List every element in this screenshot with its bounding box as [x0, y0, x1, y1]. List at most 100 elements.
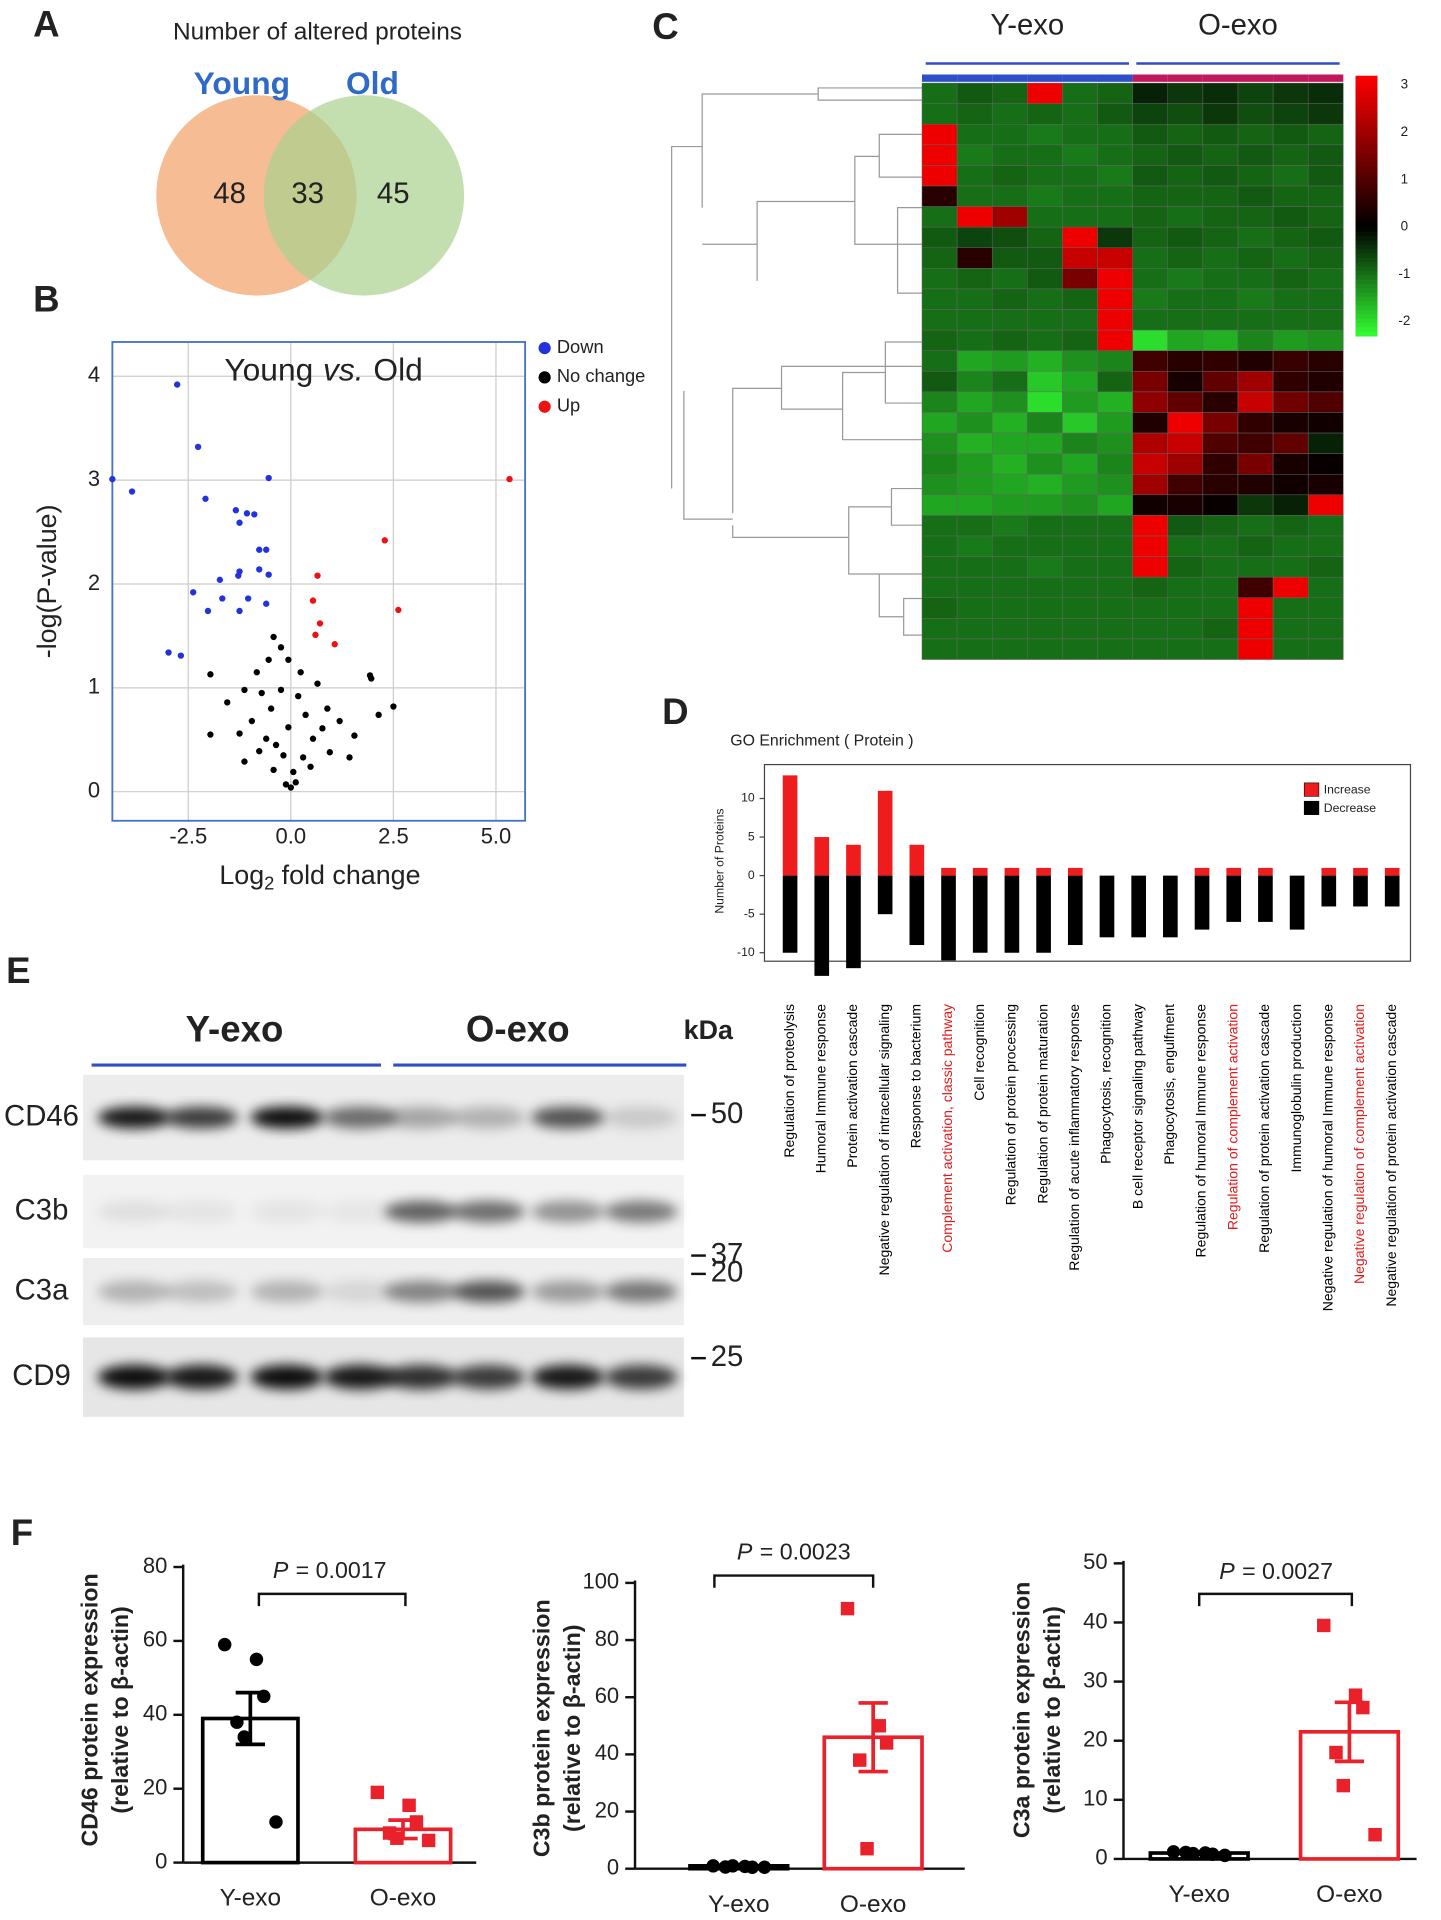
heatmap-cell [1202, 391, 1239, 413]
data-point [725, 1859, 740, 1873]
heatmap-cell [921, 247, 958, 269]
y-axis-label: C3a protein expression [1008, 1582, 1034, 1838]
heatmap-cell [1097, 329, 1133, 351]
scatter-point [248, 717, 256, 725]
heatmap-cell [1062, 165, 1098, 187]
x-tick-label: Y-exo [708, 1891, 770, 1918]
bar [1036, 875, 1051, 953]
y-tick-label: 10 [1083, 1786, 1107, 1811]
heatmap-cell [991, 453, 1028, 475]
colorbar-step [1355, 331, 1378, 337]
heatmap-cell [1167, 329, 1204, 351]
y-tick-label: -10 [737, 945, 755, 959]
scatter-point [243, 510, 251, 517]
y-tick-label: 20 [595, 1797, 619, 1822]
colorbar-step [1355, 210, 1378, 216]
heatmap-cell [1237, 123, 1274, 146]
heatmap-cell [1132, 535, 1169, 557]
heatmap-cell [1027, 103, 1063, 125]
heatmap-cell [1027, 556, 1063, 578]
scatter-point [395, 606, 402, 614]
heatmap-cell [991, 515, 1028, 537]
legend-marker [538, 400, 551, 413]
scatter-point [219, 595, 226, 602]
data-point [257, 1689, 271, 1704]
scatter-point [174, 381, 181, 388]
blot-row-label: CD46 [4, 1099, 79, 1132]
heatmap-cell [1097, 268, 1133, 290]
data-point [860, 1841, 874, 1856]
heatmap-cell [1307, 535, 1344, 557]
heatmap-cell [991, 391, 1028, 413]
heatmap-cell [1167, 226, 1204, 249]
heatmap-cell [956, 144, 993, 166]
p-symbol: P [737, 1539, 753, 1565]
heatmap-cell [1307, 329, 1344, 351]
heatmap-cell [956, 309, 993, 331]
heatmap-cell [1237, 247, 1274, 269]
data-point [757, 1860, 772, 1874]
heatmap-cell [921, 515, 958, 537]
data-point [1218, 1848, 1232, 1863]
data-point [1329, 1745, 1343, 1760]
scatter-point [224, 699, 231, 706]
p-number: = 0.0023 [760, 1539, 851, 1565]
heatmap-cell [1097, 576, 1133, 599]
heatmap-cell [1307, 268, 1344, 290]
heatmap-cell [1027, 350, 1063, 372]
title-part: Old [373, 352, 422, 388]
blot-band [384, 1280, 458, 1303]
heatmap-cell [1237, 556, 1274, 578]
heatmap-cell [1167, 618, 1204, 640]
heatmap-cell [1167, 515, 1204, 537]
colorbar-step [1355, 184, 1378, 190]
heatmap-cell [1097, 350, 1133, 372]
blot-band [531, 1200, 605, 1223]
scatter-point [207, 671, 214, 678]
heatmap-cell [1307, 185, 1344, 207]
heatmap-cell [956, 226, 993, 249]
blot-band [384, 1106, 458, 1129]
y-tick-label: 40 [143, 1701, 167, 1726]
heatmap-cell [1272, 453, 1309, 475]
heatmap-cell [1062, 329, 1098, 351]
heatmap-cell [1167, 103, 1204, 125]
blot-band [323, 1106, 397, 1129]
heatmap-cell [1062, 597, 1098, 619]
venn-count: 48 [213, 177, 246, 210]
scatter-point [165, 649, 172, 656]
heatmap-cell [1307, 453, 1344, 475]
x-tick-label: Cell recognition [971, 1004, 987, 1101]
colorbar-step [1355, 140, 1378, 146]
heatmap-cell [921, 453, 958, 475]
scatter-point [351, 732, 358, 739]
plot-frame [763, 763, 1412, 962]
blot-band [164, 1280, 239, 1303]
blot-band [604, 1200, 678, 1223]
colorbar-tick-label: 0 [1401, 219, 1408, 234]
heatmap-cell [1237, 82, 1274, 104]
blot-band [604, 1280, 678, 1303]
heatmap-cell [1097, 597, 1133, 619]
column-group-bar [1308, 74, 1344, 82]
blot-band [250, 1280, 324, 1303]
heatmap-cell [991, 165, 1028, 187]
y-axis-label: (relative to β-actin) [1039, 1606, 1065, 1813]
heatmap-cell [921, 309, 958, 331]
heatmap-cell [956, 206, 993, 228]
blot-band [451, 1364, 526, 1390]
heatmap-cell [1062, 206, 1098, 228]
heatmap-cell [1272, 638, 1309, 660]
heatmap-cell [1097, 638, 1133, 660]
x-tick-label: O-exo [840, 1891, 906, 1918]
heatmap-cell [1202, 165, 1239, 187]
heatmap-cell [1097, 144, 1133, 166]
y-tick-label: -5 [744, 906, 755, 920]
blot-band [604, 1106, 678, 1129]
scatter-point [109, 475, 116, 483]
bar [1036, 867, 1051, 876]
colorbar-step [1355, 136, 1378, 142]
heatmap-cell [1202, 597, 1239, 619]
heatmap-cell [1132, 165, 1169, 187]
column-group-bar [1132, 74, 1168, 82]
